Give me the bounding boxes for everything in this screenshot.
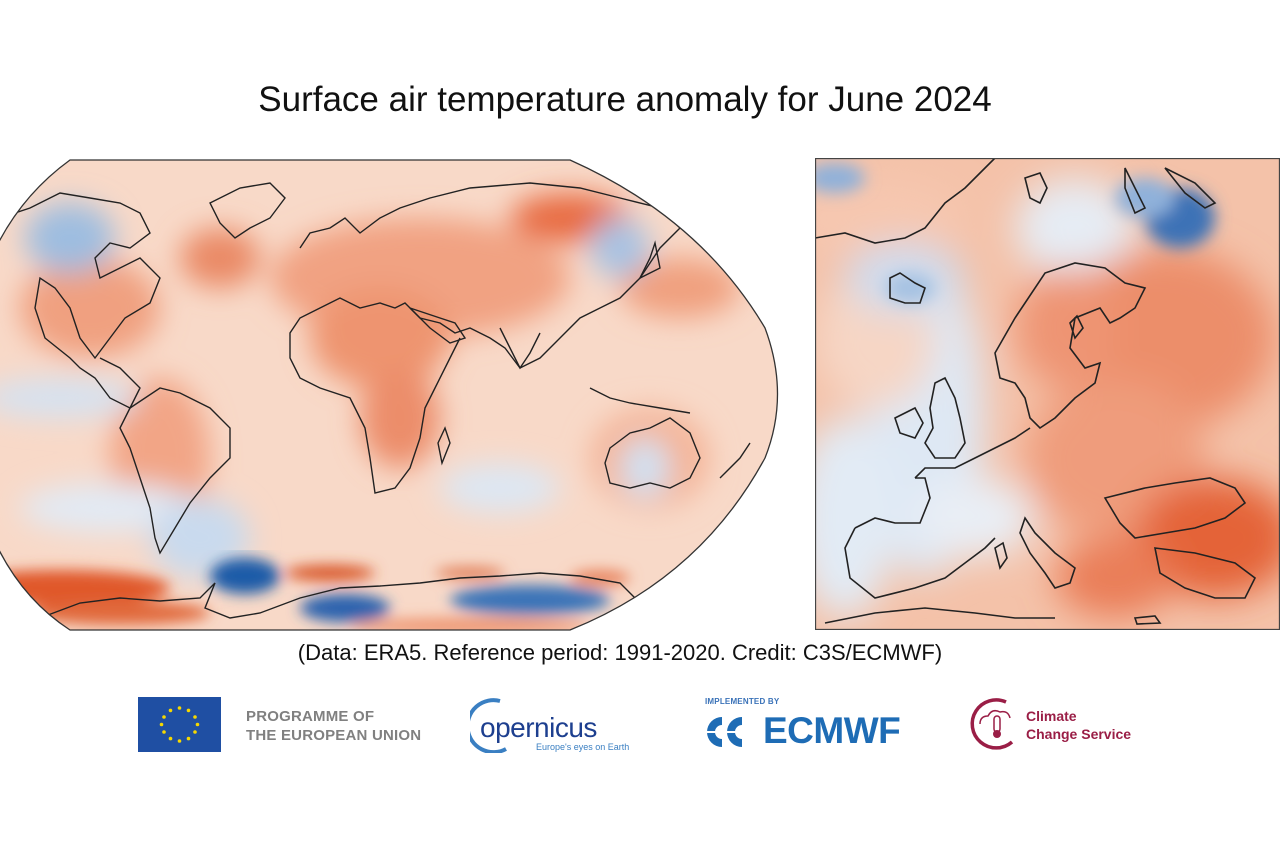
ecmwf-logo-text: ECMWF [763,710,901,751]
copernicus-tagline: Europe's eyes on Earth [536,742,630,752]
implemented-by-label: IMPLEMENTED BY [705,697,780,706]
c3s-logo-text: Climate Change Service [1026,708,1132,742]
page-title: Surface air temperature anomaly for June… [258,80,992,119]
world-anomaly-map [0,159,779,631]
copernicus-arc-icon [470,698,507,753]
data-credit-caption: (Data: ERA5. Reference period: 1991-2020… [297,640,943,665]
map-border [0,159,779,631]
europe-anomaly-map [815,158,1280,630]
copernicus-logo-text: opernicus [480,712,597,743]
ecmwf-emblem-icon [704,717,760,747]
eu-stars-icon [159,706,200,743]
eu-programme-text: PROGRAMME OF THE EUROPEAN UNION [246,708,422,744]
eu-flag-logo [138,697,221,752]
c3s-thermometer-cloud-icon [970,698,1014,750]
europe-coastlines [815,158,1257,625]
coastlines [0,182,751,619]
